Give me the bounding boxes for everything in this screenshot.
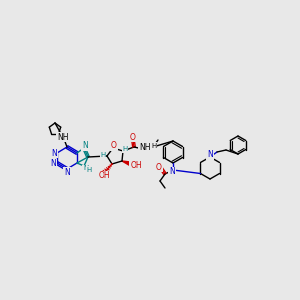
Text: O: O <box>156 163 162 172</box>
Text: N: N <box>169 167 175 176</box>
Text: N: N <box>82 141 88 150</box>
Text: OH: OH <box>98 172 110 181</box>
Text: H: H <box>86 167 92 173</box>
Text: OH: OH <box>130 160 142 169</box>
Text: O: O <box>111 141 117 150</box>
Text: H: H <box>100 152 106 158</box>
Text: NH: NH <box>139 143 151 152</box>
Text: N: N <box>207 150 213 159</box>
Text: H: H <box>152 143 157 149</box>
Text: NH: NH <box>57 133 69 142</box>
Text: N: N <box>83 166 88 172</box>
Text: N: N <box>51 160 56 169</box>
Text: N: N <box>64 168 70 177</box>
Text: N: N <box>51 148 57 158</box>
Text: H: H <box>122 146 128 152</box>
Text: O: O <box>130 133 136 142</box>
Polygon shape <box>122 161 132 166</box>
